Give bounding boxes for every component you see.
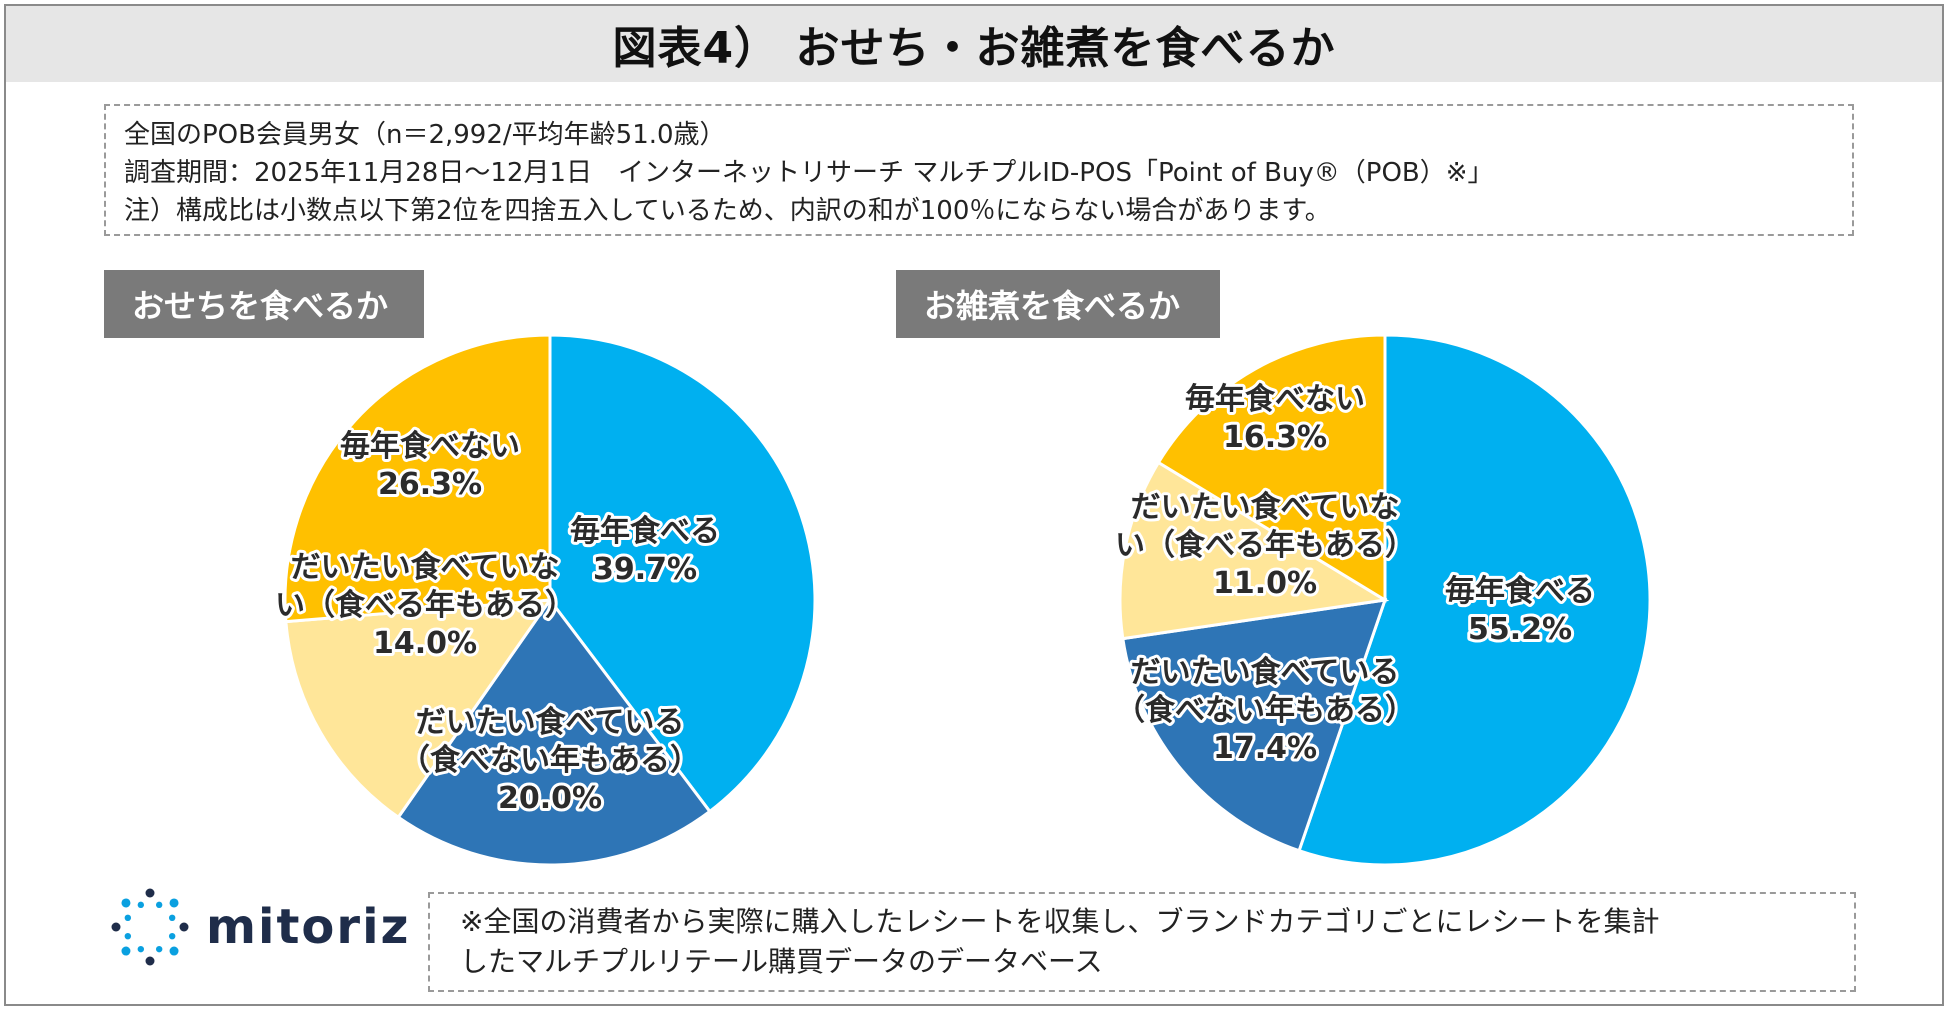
ozoni-slice-never: [1156, 333, 1387, 603]
osechi-label-text: 毎年食べない: [340, 429, 520, 464]
osechi-slice-every-year: [548, 333, 817, 814]
osechi-chart-title: おせちを食べるか: [104, 270, 424, 338]
osechi-label-text: い（食べる年もある）: [275, 588, 575, 623]
osechi-value-never: 26.3%: [378, 467, 482, 502]
logo-dot: [121, 946, 131, 956]
mitoriz-logo: mitoriz: [108, 885, 410, 969]
logo-dot: [169, 898, 179, 908]
ozoni-chart-title: お雑煮を食べるか: [896, 270, 1220, 338]
mitoriz-logo-icon: [111, 888, 189, 966]
ozoni-slice-mostly-not: [1118, 460, 1390, 641]
osechi-value-mostly-not: 14.0%: [373, 626, 477, 661]
info-line-period: 調査期間：2025年11月28日～12月1日 インターネットリサーチ マルチプル…: [124, 158, 1494, 188]
osechi-slice-mostly-eat: [396, 597, 712, 867]
footnote-box: ※全国の消費者から実際に購入したレシートを収集し、ブランドカテゴリごとにレシート…: [428, 892, 1856, 992]
footnote-line-1: ※全国の消費者から実際に購入したレシートを収集し、ブランドカテゴリごとにレシート…: [460, 905, 1660, 938]
info-line-note: 注）構成比は小数点以下第2位を四捨五入しているため、内訳の和が100％にならない…: [124, 196, 1331, 226]
ozoni-label-mostly-eat: だいたい食べている（食べない年もある）17.4%: [1112, 652, 1418, 769]
ozoni-value-never: 16.3%: [1223, 420, 1327, 455]
ozoni-label-text: だいたい食べている: [1131, 655, 1400, 690]
osechi-value-every-year: 39.7%: [593, 552, 697, 587]
survey-info-box: 全国のPOB会員男女（n＝2,992/平均年齢51.0歳） 調査期間：2025年…: [104, 104, 1854, 236]
osechi-label-text: だいたい食べている: [416, 705, 685, 740]
logo-dot: [111, 922, 121, 932]
logo-dot: [145, 888, 155, 898]
footnote-line-2: したマルチプルリテール購買データのデータベース: [460, 945, 1103, 978]
ozoni-label-text: （食べない年もある）: [1115, 693, 1415, 728]
ozoni-value-mostly-eat: 17.4%: [1213, 731, 1317, 766]
osechi-slice-never: [283, 333, 552, 624]
osechi-label-mostly-eat: だいたい食べている（食べない年もある）20.0%: [397, 702, 703, 819]
info-line-sample: 全国のPOB会員男女（n＝2,992/平均年齢51.0歳）: [124, 120, 726, 150]
figure-title: 図表4） おせち・お雑煮を食べるか: [612, 23, 1336, 74]
logo-dot: [168, 932, 176, 940]
ozoni-slice-every-year: [1297, 333, 1652, 867]
logo-dot: [179, 922, 189, 932]
logo-dot: [145, 956, 155, 966]
osechi-label-text: （食べない年もある）: [400, 743, 700, 778]
ozoni-slice-mostly-eat: [1121, 598, 1388, 853]
logo-dot: [169, 946, 179, 956]
ozoni-label-text: 毎年食べる: [1445, 574, 1595, 609]
osechi-value-mostly-eat: 20.0%: [498, 781, 602, 816]
logo-dot: [124, 932, 132, 940]
ozoni-label-text: い（食べる年もある）: [1115, 528, 1415, 563]
logo-dot: [121, 898, 131, 908]
osechi-label-text: だいたい食べていな: [291, 550, 560, 585]
osechi-slice-mostly-not: [284, 598, 554, 820]
logo-dot: [155, 945, 163, 953]
ozoni-value-mostly-not: 11.0%: [1213, 566, 1317, 601]
logo-dot: [124, 914, 132, 922]
logo-text: mitoriz: [206, 899, 411, 955]
logo-dot: [137, 901, 145, 909]
logo-dot: [155, 901, 163, 909]
logo-dot: [168, 914, 176, 922]
ozoni-label-text: 毎年食べない: [1185, 382, 1365, 417]
ozoni-label-text: だいたい食べていな: [1131, 490, 1400, 525]
osechi-label-text: 毎年食べる: [570, 514, 720, 549]
ozoni-value-every-year: 55.2%: [1468, 612, 1572, 647]
title-bar: 図表4） おせち・お雑煮を食べるか: [6, 6, 1942, 82]
logo-dot: [137, 945, 145, 953]
